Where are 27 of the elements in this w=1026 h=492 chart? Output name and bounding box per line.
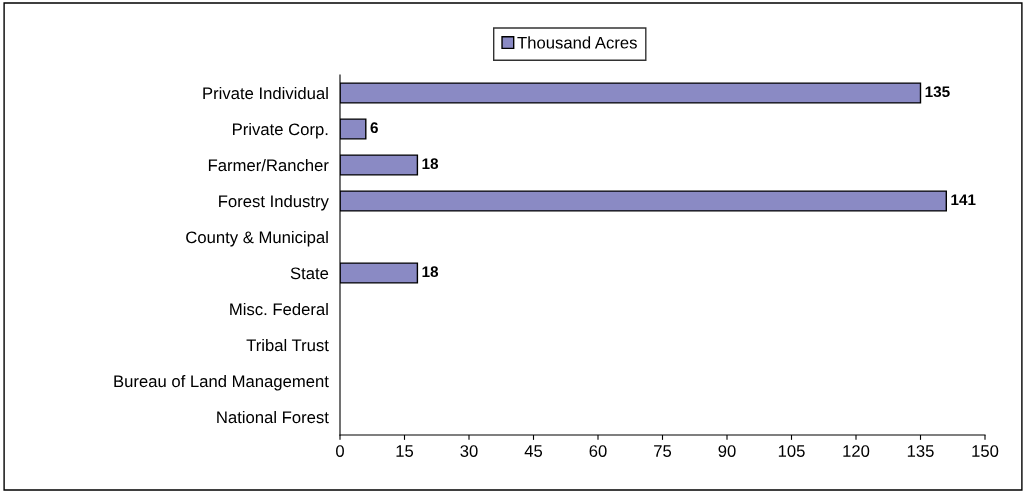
data-label: 141 bbox=[951, 194, 976, 205]
y-tick-label: Tribal Trust bbox=[246, 338, 329, 352]
x-tick-label: 135 bbox=[907, 445, 934, 457]
x-tick-label: 15 bbox=[396, 445, 414, 457]
x-tick-label: 105 bbox=[778, 445, 805, 457]
x-tick-label: 0 bbox=[336, 445, 344, 457]
y-tick-label: Forest Industry bbox=[219, 194, 329, 211]
legend-label: Thousand Acres bbox=[517, 36, 637, 49]
y-tick-label: Misc. Federal bbox=[230, 302, 328, 316]
y-tick-label: Private Corp. bbox=[233, 122, 328, 139]
x-tick-label: 30 bbox=[460, 445, 478, 457]
x-tick-label: 60 bbox=[589, 445, 607, 457]
x-tick-label: 75 bbox=[654, 445, 672, 457]
y-tick-label: Bureau of Land Management bbox=[114, 374, 329, 391]
y-tick-label: National Forest bbox=[217, 410, 329, 424]
x-tick-label: 45 bbox=[524, 445, 543, 457]
y-tick-label: Farmer/Rancher bbox=[208, 158, 329, 172]
x-tick-label: 120 bbox=[843, 445, 870, 457]
x-tick-label: 150 bbox=[972, 445, 999, 457]
y-tick-label: County & Municipal bbox=[186, 230, 328, 247]
y-tick-label: State bbox=[290, 267, 329, 280]
data-label: 18 bbox=[422, 158, 439, 170]
data-label: 135 bbox=[925, 86, 950, 98]
data-label: 18 bbox=[422, 266, 439, 278]
data-label: 6 bbox=[370, 122, 378, 134]
y-tick-label: Private Individual bbox=[203, 86, 328, 100]
x-tick-label: 90 bbox=[718, 445, 736, 457]
